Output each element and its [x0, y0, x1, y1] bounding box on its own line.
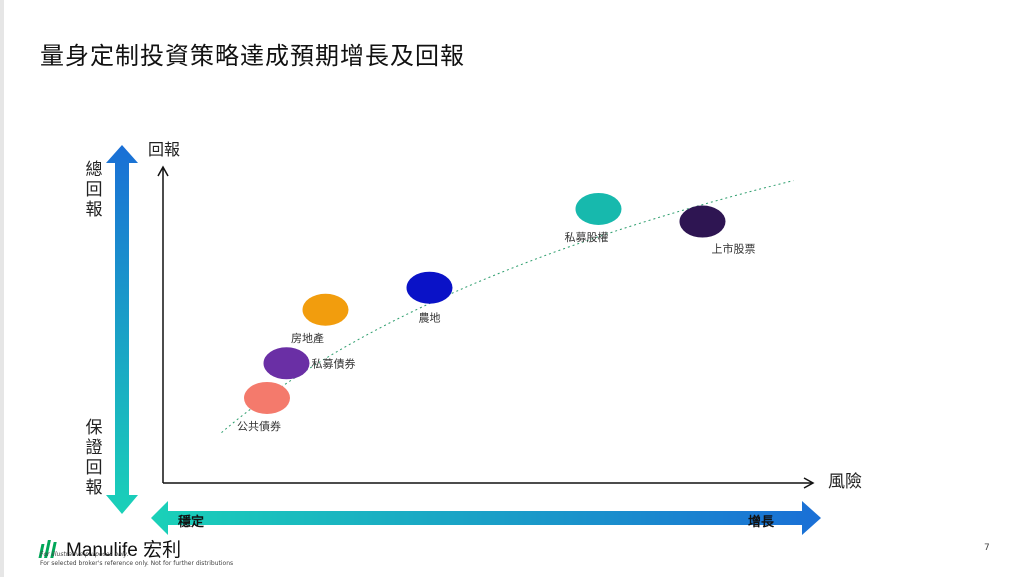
x-axis-label: 風險	[828, 472, 862, 492]
growth-label: 增長	[748, 515, 775, 530]
y-axis-arrowhead	[157, 165, 169, 177]
data-point-6	[679, 205, 726, 238]
data-point-3	[302, 293, 349, 326]
total-return-label: 總回報	[85, 160, 103, 220]
data-point-label: 公共債券	[237, 419, 281, 433]
data-point-label: 私募債券	[312, 356, 356, 370]
slide-title: 量身定制投資策略達成預期增長及回報	[40, 42, 465, 70]
disclaimer-illustrative: For illustrative purposes only.	[40, 551, 129, 558]
page-number: 7	[984, 543, 990, 553]
horizontal-gradient-arrow	[151, 501, 821, 535]
data-point-label: 上市股票	[712, 242, 756, 256]
data-point-4	[406, 271, 453, 304]
guaranteed-return-label: 保證回報	[85, 418, 103, 498]
data-point-5	[575, 192, 622, 225]
data-point-2	[263, 347, 310, 380]
vertical-gradient-arrow	[106, 145, 138, 514]
data-point-label: 農地	[419, 311, 441, 325]
stable-label: 穩定	[178, 515, 205, 530]
data-point-label: 私募股權	[565, 231, 609, 244]
manulife-logo: Manulife 宏利	[38, 535, 181, 562]
disclaimer-distribution: For selected broker's reference only. No…	[40, 560, 234, 567]
slide-edge	[0, 0, 4, 577]
data-point-label: 房地產	[291, 331, 324, 345]
brand-name: Manulife 宏利	[66, 540, 182, 561]
x-axis-arrowhead	[803, 477, 815, 489]
data-point-1	[244, 381, 290, 414]
y-axis-label: 回報	[148, 140, 181, 159]
